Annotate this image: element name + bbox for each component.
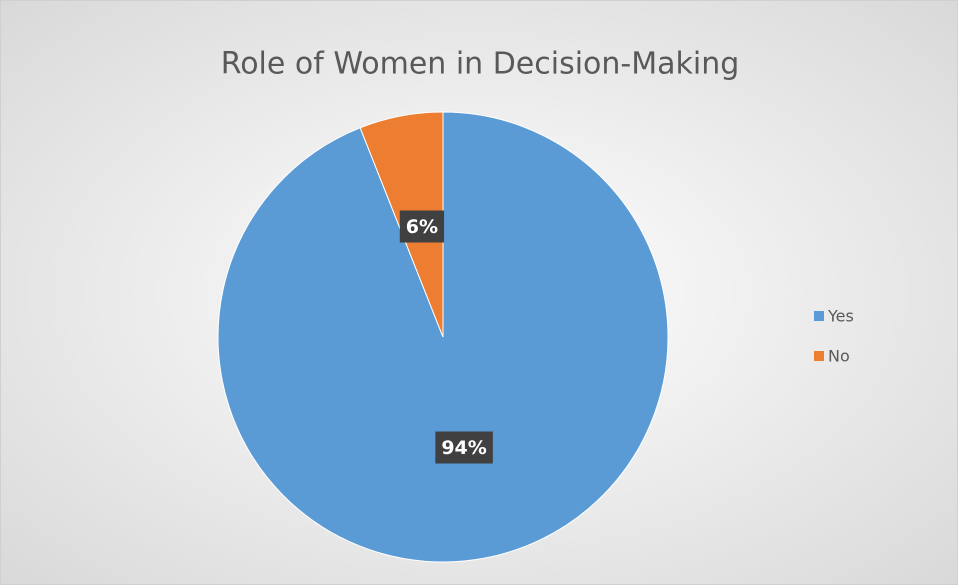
- data-label: 6%: [406, 216, 438, 238]
- chart-title: Role of Women in Decision-Making: [221, 47, 740, 82]
- data-label: 94%: [441, 437, 486, 459]
- legend-swatch: [814, 351, 824, 361]
- legend-swatch: [814, 311, 824, 321]
- data-label-box: [435, 431, 493, 464]
- legend-label: No: [828, 347, 850, 366]
- legend-label: Yes: [827, 307, 854, 326]
- data-label-box: [399, 210, 445, 243]
